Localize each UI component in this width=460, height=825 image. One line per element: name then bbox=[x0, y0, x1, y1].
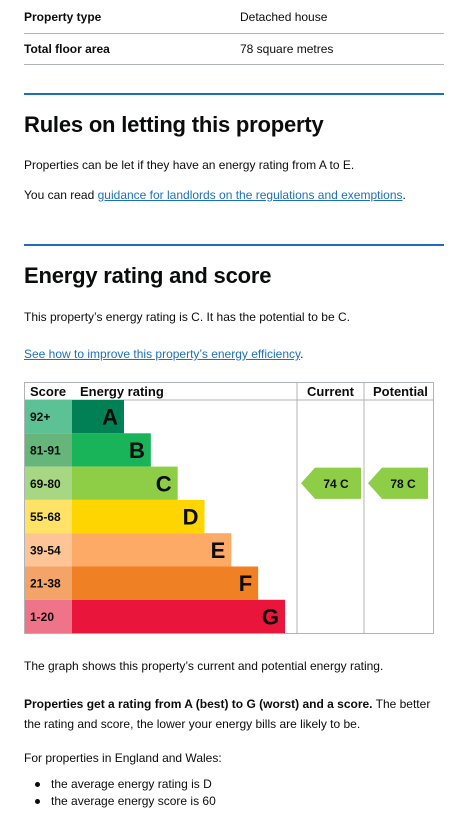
score-range-cell bbox=[25, 433, 72, 467]
score-range-cell bbox=[25, 466, 72, 500]
score-range-label: 92+ bbox=[30, 410, 50, 424]
rating-bar-letter: F bbox=[239, 571, 252, 596]
rating-bar-f bbox=[72, 566, 259, 600]
landlord-guidance-link[interactable]: guidance for landlords on the regulation… bbox=[97, 188, 403, 202]
score-range-label: 81-91 bbox=[30, 443, 61, 457]
england-wales-note: For properties in England and Wales: bbox=[24, 751, 222, 765]
current-rating-arrow bbox=[301, 467, 361, 499]
rating-explanation: Properties get a rating from A (best) to… bbox=[24, 697, 431, 731]
score-range-cell bbox=[25, 499, 72, 534]
energy-rating-paragraph: This property’s energy rating is C. It h… bbox=[24, 310, 350, 324]
letting-guidance-paragraph: You can read guidance for landlords on t… bbox=[24, 188, 406, 202]
score-range-label: 69-80 bbox=[30, 477, 61, 491]
header-potential: Potential bbox=[373, 384, 428, 399]
energy-rating-chart: Score Energy rating Current Potential 92+ A 81… bbox=[24, 382, 434, 634]
summary-row-property-type: Property type Detached house bbox=[24, 0, 444, 34]
score-range-label: 55-68 bbox=[30, 510, 61, 524]
rating-bar-letter: C bbox=[156, 471, 172, 496]
summary-key: Property type bbox=[24, 9, 102, 24]
rating-bar-letter: G bbox=[262, 604, 279, 629]
letting-paragraph: Properties can be let if they have an en… bbox=[24, 158, 355, 172]
section-divider bbox=[24, 93, 444, 95]
header-score: Score bbox=[30, 384, 66, 399]
summary-row-floor-area: Total floor area 78 square metres bbox=[24, 34, 444, 65]
score-range-cell bbox=[25, 566, 72, 600]
energy-heading: Energy rating and score bbox=[24, 263, 272, 288]
summary-value: 78 square metres bbox=[240, 42, 334, 56]
score-range-label: 21-38 bbox=[30, 577, 61, 591]
rating-bar-g bbox=[72, 599, 285, 634]
current-rating-label: 74 C bbox=[323, 477, 349, 491]
score-range-label: 39-54 bbox=[30, 543, 61, 557]
rating-bar-e bbox=[72, 533, 232, 567]
header-energy-rating: Energy rating bbox=[80, 384, 164, 399]
rating-bar-letter: A bbox=[102, 405, 118, 430]
rating-bar-b bbox=[72, 433, 151, 467]
rating-bar-a bbox=[72, 400, 124, 434]
summary-key: Total floor area bbox=[24, 42, 110, 56]
graph-note: The graph shows this property’s current … bbox=[24, 659, 384, 673]
energy-rating-graph: Score Energy rating Current Potential 92+ A 81… bbox=[24, 382, 434, 634]
potential-rating-arrow bbox=[368, 467, 428, 499]
rating-bar-c bbox=[72, 466, 178, 500]
summary-value: Detached house bbox=[240, 9, 328, 24]
letting-heading: Rules on letting this property bbox=[24, 112, 324, 137]
rating-bar-letter: E bbox=[211, 538, 226, 563]
section-divider bbox=[24, 244, 444, 246]
rating-bar-letter: B bbox=[129, 438, 145, 463]
score-range-label: 1-20 bbox=[30, 610, 54, 624]
list-item: the average energy rating is D bbox=[24, 776, 444, 793]
list-item: the average energy score is 60 bbox=[24, 793, 444, 810]
score-range-cell bbox=[25, 400, 72, 434]
rating-bar-letter: D bbox=[183, 505, 199, 530]
potential-rating-label: 78 C bbox=[390, 477, 416, 491]
improve-paragraph: See how to improve this property’s energ… bbox=[24, 347, 304, 361]
improve-efficiency-link[interactable]: See how to improve this property’s energ… bbox=[24, 347, 301, 361]
score-range-cell bbox=[25, 533, 72, 567]
score-range-cell bbox=[25, 599, 72, 634]
rating-bar-d bbox=[72, 499, 205, 534]
header-current: Current bbox=[307, 384, 355, 399]
property-summary: Property type Detached house Total floor… bbox=[24, 0, 444, 65]
average-list: the average energy rating is D the avera… bbox=[24, 776, 444, 810]
